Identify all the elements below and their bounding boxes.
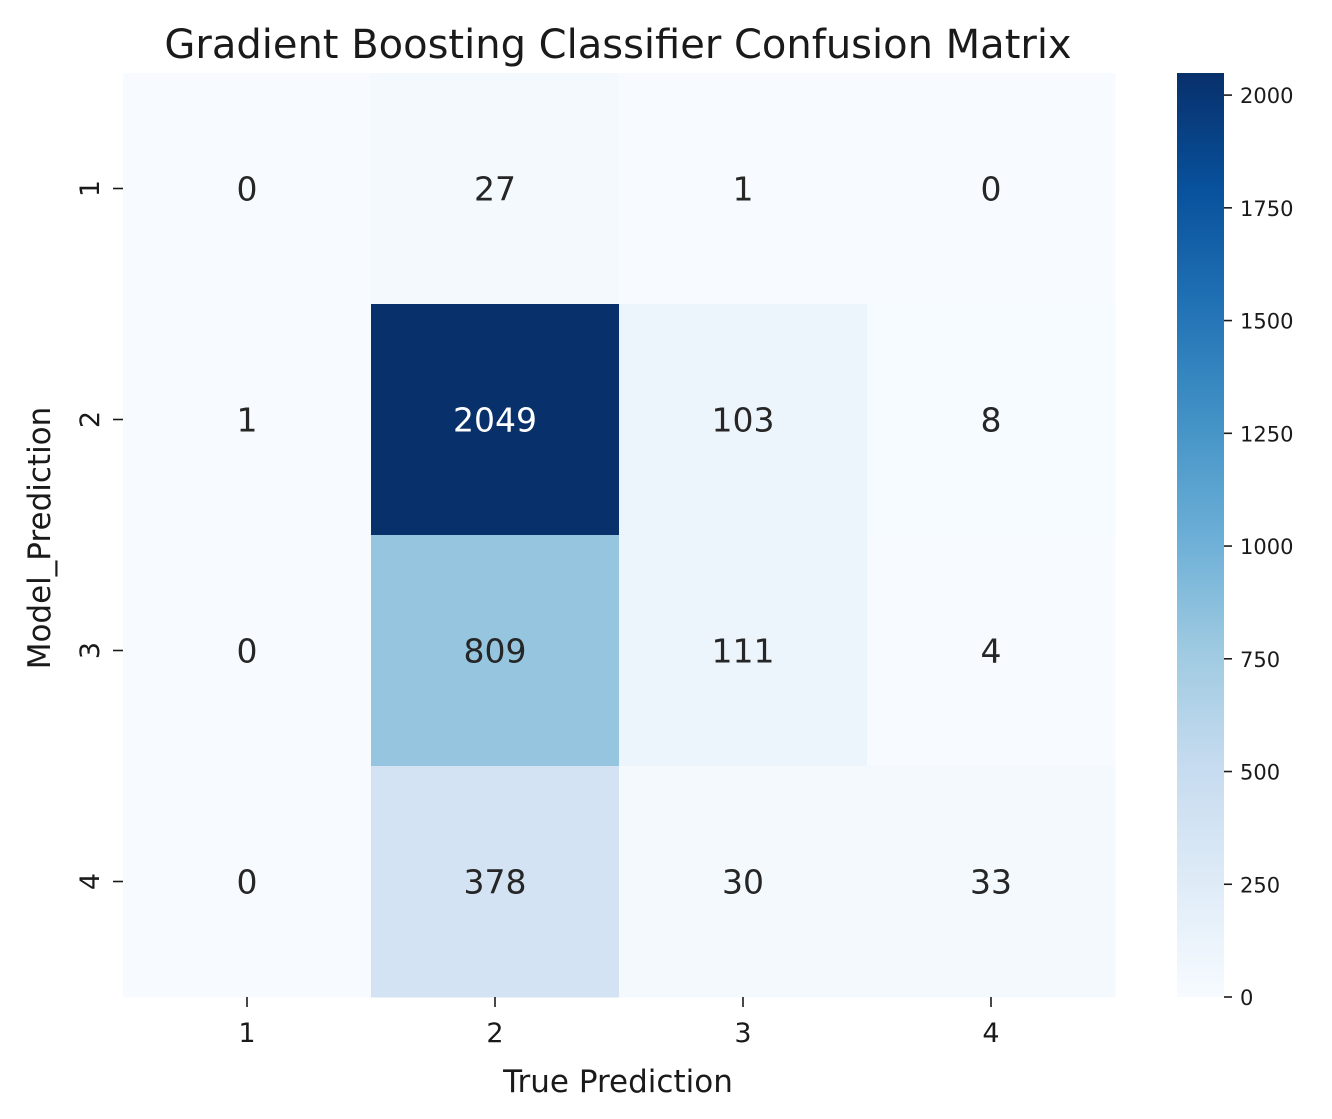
cell-value-r3-c4: 4 <box>981 632 1002 671</box>
heatmap-cell-r2-c1 <box>123 304 372 536</box>
y-axis-ticks: 1 2 3 4 <box>75 180 123 890</box>
x-axis-label: True Prediction <box>502 1064 733 1100</box>
colorbar <box>1177 73 1224 997</box>
cell-value-r4-c2: 378 <box>464 863 527 902</box>
x-tick-label-3: 3 <box>734 1018 751 1049</box>
colorbar-tick-label-0: 0 <box>1240 986 1253 1010</box>
cell-value-r4-c4: 33 <box>970 863 1012 902</box>
colorbar-tick-label-1250: 1250 <box>1240 422 1293 446</box>
cell-value-r1-c3: 1 <box>733 170 754 209</box>
y-tick-label-3: 3 <box>75 642 106 659</box>
heatmap-cell-r1-c2 <box>371 73 620 305</box>
x-tick-label-1: 1 <box>238 1018 255 1049</box>
colorbar-ticks: 0 250 500 750 1000 1250 1500 1750 2000 <box>1224 84 1293 1010</box>
cell-value-r1-c1: 0 <box>237 170 258 209</box>
cell-value-r3-c3: 111 <box>712 632 775 671</box>
y-axis-label: Model_Prediction <box>22 407 58 670</box>
y-tick-label-4: 4 <box>75 873 106 890</box>
cell-value-r2-c3: 103 <box>712 401 775 440</box>
colorbar-tick-label-500: 500 <box>1240 761 1280 785</box>
cell-value-r4-c1: 0 <box>237 863 258 902</box>
colorbar-tick-label-1000: 1000 <box>1240 535 1293 559</box>
chart-title: Gradient Boosting Classifier Confusion M… <box>164 22 1071 68</box>
cell-value-r3-c1: 0 <box>237 632 258 671</box>
heatmap-cell-r3-c1 <box>123 535 372 767</box>
cell-value-r1-c2: 27 <box>474 170 516 209</box>
heatmap-cell-r3-c2 <box>371 535 620 767</box>
heatmap-cell-r4-c4 <box>867 766 1116 998</box>
cell-value-r2-c1: 1 <box>237 401 258 440</box>
colorbar-tick-label-1750: 1750 <box>1240 197 1293 221</box>
colorbar-tick-label-750: 750 <box>1240 648 1280 672</box>
heatmap-cell-r2-c3 <box>619 304 868 536</box>
heatmap-cell-r2-c4 <box>867 304 1116 536</box>
heatmap-cell-r1-c1 <box>123 73 372 305</box>
heatmap-cell-r2-c2 <box>371 304 620 536</box>
x-axis-ticks: 1 2 3 4 <box>238 997 1000 1049</box>
cell-value-r1-c4: 0 <box>981 170 1002 209</box>
heatmap-cell-r4-c3 <box>619 766 868 998</box>
cell-value-r4-c3: 30 <box>722 863 764 902</box>
cell-value-r2-c2: 2049 <box>453 401 537 440</box>
heatmap-cell-r4-c2 <box>371 766 620 998</box>
cell-value-r2-c4: 8 <box>981 401 1002 440</box>
cell-value-labels: 0 27 1 0 1 2049 103 8 0 809 111 4 0 378 30 33 <box>237 170 1013 902</box>
colorbar-tick-label-1500: 1500 <box>1240 310 1293 334</box>
cell-value-r3-c2: 809 <box>464 632 527 671</box>
heatmap-cell-r1-c3 <box>619 73 868 305</box>
x-tick-label-2: 2 <box>486 1018 503 1049</box>
heatmap-grid <box>123 73 1116 998</box>
heatmap-cell-r3-c3 <box>619 535 868 767</box>
y-tick-label-2: 2 <box>75 411 106 428</box>
heatmap-cell-r1-c4 <box>867 73 1116 305</box>
heatmap-cell-r3-c4 <box>867 535 1116 767</box>
y-tick-label-1: 1 <box>75 180 106 197</box>
colorbar-tick-label-2000: 2000 <box>1240 84 1293 108</box>
x-tick-label-4: 4 <box>982 1018 999 1049</box>
colorbar-tick-label-250: 250 <box>1240 873 1280 897</box>
heatmap-cell-r4-c1 <box>123 766 372 998</box>
